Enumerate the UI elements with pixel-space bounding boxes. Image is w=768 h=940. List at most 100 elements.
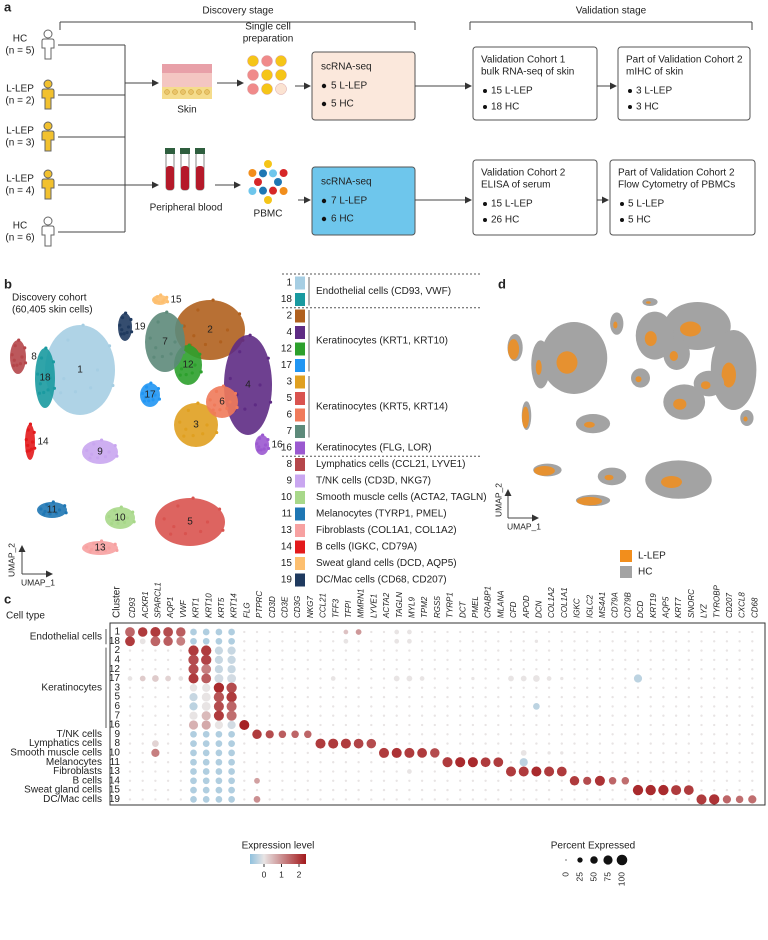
dot xyxy=(713,733,716,736)
dot xyxy=(141,733,144,736)
umap-cell xyxy=(205,520,210,524)
cell-type-label: Lymphatics cells xyxy=(29,738,102,749)
umap-cell xyxy=(266,438,270,442)
umap-llep xyxy=(661,476,682,488)
dot xyxy=(573,630,576,634)
umap-cell xyxy=(213,403,217,407)
dot xyxy=(201,664,212,675)
dot xyxy=(624,788,627,792)
dot xyxy=(713,788,716,792)
legend-cluster: 11 xyxy=(282,509,293,520)
box-title: scRNA-seq xyxy=(321,177,372,188)
dot xyxy=(154,658,157,662)
box-title: Flow Cytometry of PBMCs xyxy=(618,180,735,191)
cluster-label: 12 xyxy=(109,664,121,675)
tube-cap xyxy=(195,148,205,154)
pbmc-dot xyxy=(274,178,282,186)
umap-cluster xyxy=(10,340,26,374)
dot xyxy=(700,770,703,773)
dot xyxy=(611,630,614,634)
dot xyxy=(420,788,424,792)
gene-label: AQP5 xyxy=(662,596,671,619)
dot xyxy=(522,733,525,736)
dot xyxy=(624,761,627,764)
skin-cell xyxy=(172,89,178,95)
umap-llep xyxy=(533,466,555,476)
umap-cell xyxy=(111,518,115,522)
dot xyxy=(573,742,576,745)
dot xyxy=(636,640,640,643)
dot xyxy=(459,695,462,699)
cluster-label: 13 xyxy=(109,766,121,777)
dot xyxy=(332,733,335,736)
box-item: 15 L-LEP xyxy=(491,86,533,97)
dot xyxy=(522,686,525,689)
umap-cell xyxy=(268,400,273,404)
dot xyxy=(649,649,652,652)
cluster-label: 9 xyxy=(97,447,103,458)
dot xyxy=(649,779,652,782)
dot xyxy=(573,751,576,755)
dot xyxy=(636,695,640,699)
umap-cell xyxy=(257,445,261,449)
dot xyxy=(531,766,542,777)
dot xyxy=(471,686,475,689)
cluster-label: 19 xyxy=(134,322,146,333)
dot xyxy=(252,729,262,740)
dot xyxy=(128,798,132,801)
dot xyxy=(624,695,627,699)
umap-llep xyxy=(644,331,657,347)
dot xyxy=(611,686,614,689)
umap-cell xyxy=(148,336,152,340)
dot xyxy=(370,733,373,736)
dot xyxy=(190,786,197,794)
dot xyxy=(357,686,360,689)
umap-cluster xyxy=(155,498,225,546)
gene-label: MS4A1 xyxy=(598,592,607,618)
dot xyxy=(649,705,652,708)
dot xyxy=(738,779,741,782)
dot xyxy=(281,751,284,755)
dot xyxy=(471,742,475,745)
umap-cell xyxy=(111,383,115,388)
dot xyxy=(344,723,348,727)
dot xyxy=(586,677,589,680)
dot xyxy=(201,645,212,656)
umap-cell xyxy=(26,443,30,448)
dot xyxy=(509,761,513,764)
umap-cell xyxy=(107,514,111,519)
umap-cell xyxy=(42,390,46,395)
dot xyxy=(522,779,525,782)
dot xyxy=(611,649,614,652)
dot xyxy=(408,761,411,764)
dot xyxy=(674,686,678,689)
dot xyxy=(293,695,297,699)
dot xyxy=(560,723,563,727)
gene-label: IGKC xyxy=(573,598,582,618)
dot xyxy=(420,630,424,634)
dot xyxy=(459,779,462,782)
dot xyxy=(128,714,132,717)
dot xyxy=(509,751,513,755)
dot xyxy=(227,646,236,655)
dot xyxy=(163,636,173,647)
dot xyxy=(459,714,462,717)
dot xyxy=(166,779,170,782)
dot xyxy=(713,630,716,634)
umap-cell xyxy=(160,354,165,359)
dot xyxy=(674,695,678,699)
dot xyxy=(662,668,665,671)
dot xyxy=(674,742,678,745)
legend-label: Melanocytes (TYRP1, PMEL) xyxy=(316,509,447,520)
dot xyxy=(611,714,614,717)
dot xyxy=(725,742,729,745)
umap-cell xyxy=(85,545,89,549)
dot xyxy=(243,788,246,792)
subject-group: HC xyxy=(13,221,27,232)
dot xyxy=(152,675,159,682)
dot xyxy=(382,723,386,727)
gene-label: DCT xyxy=(458,600,467,618)
umap-cell xyxy=(169,352,173,356)
dot xyxy=(586,788,589,792)
dot xyxy=(281,742,284,745)
